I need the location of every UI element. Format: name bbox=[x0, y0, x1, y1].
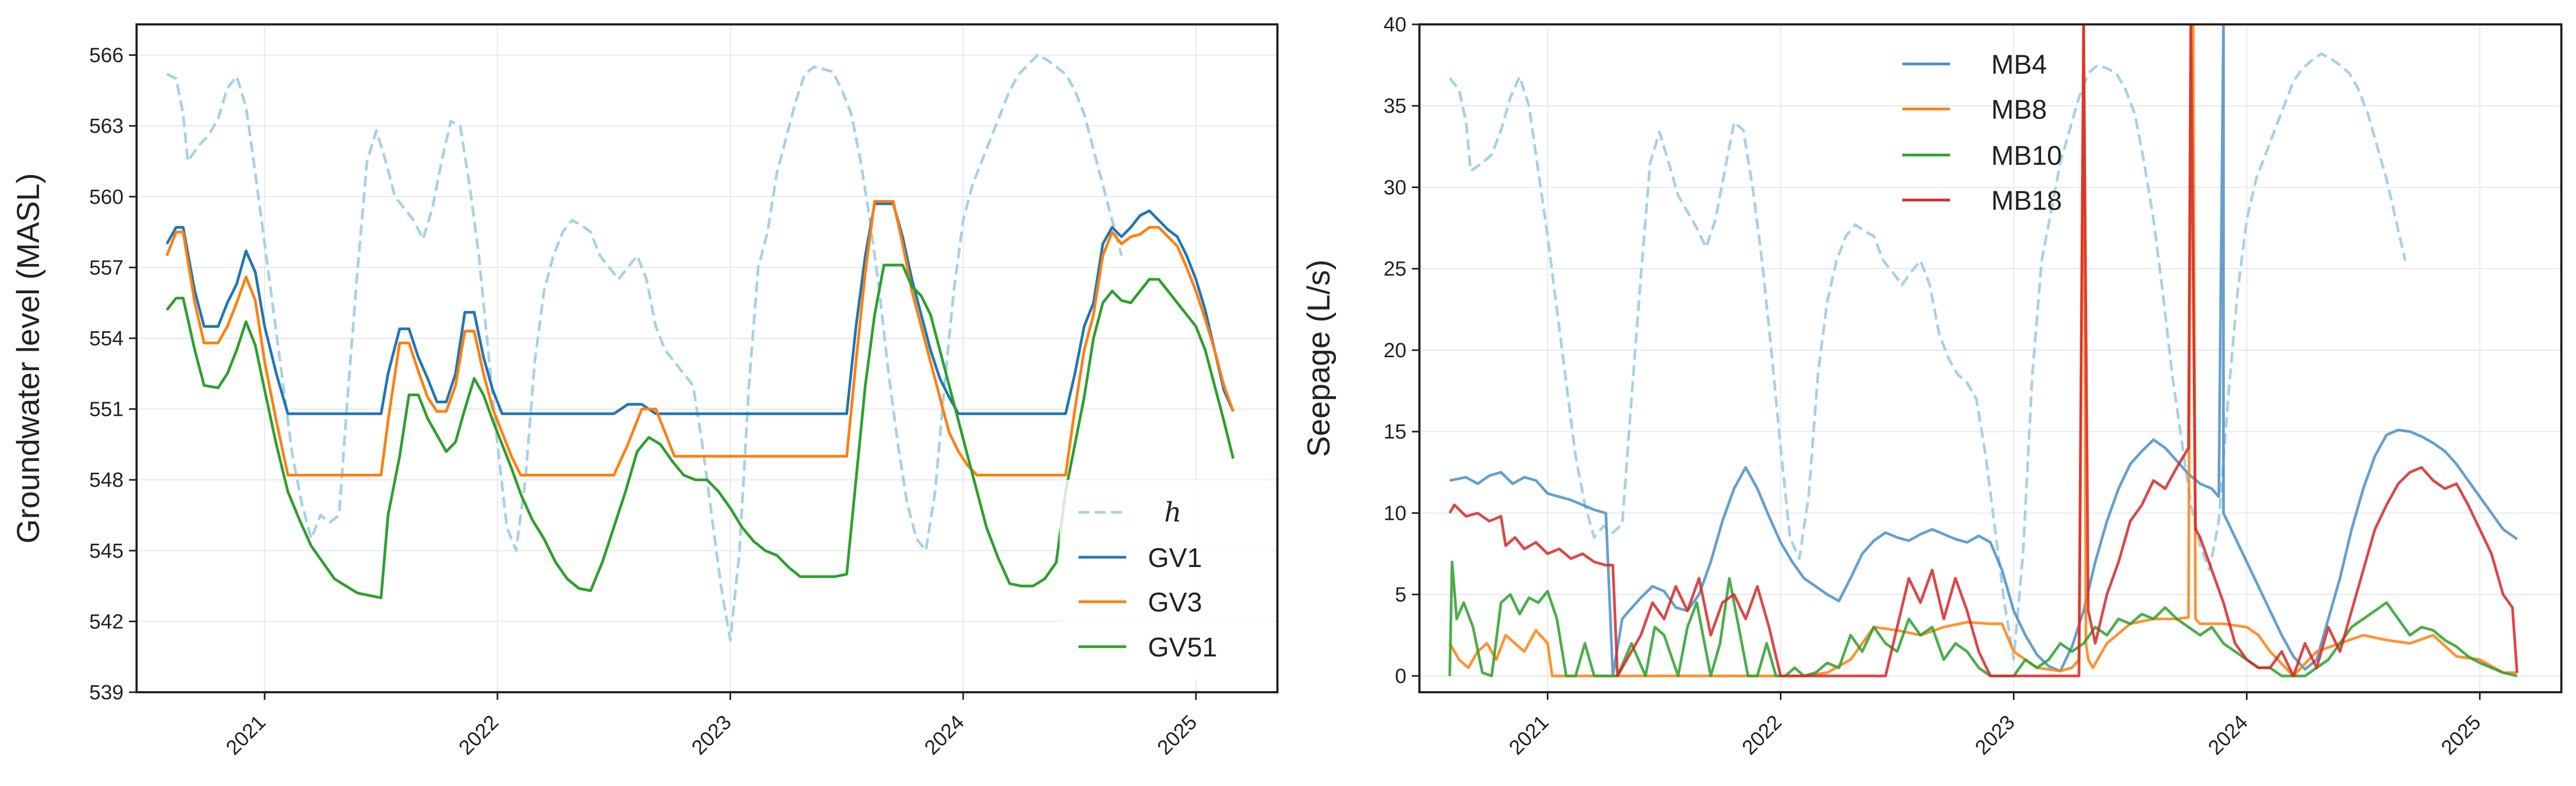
legend-label-mb8: MB8 bbox=[1991, 94, 2047, 125]
legend-label-gv3: GV3 bbox=[1148, 587, 1202, 617]
y-tick-label: 0 bbox=[1395, 665, 1406, 688]
legend-label-gv1: GV1 bbox=[1148, 543, 1202, 573]
y-tick-label: 40 bbox=[1384, 14, 1406, 36]
right-legend: MB4 MB8 MB10 MB18 bbox=[1902, 49, 2062, 216]
y-tick-label: 542 bbox=[89, 610, 124, 633]
legend-label-gv51: GV51 bbox=[1148, 632, 1217, 662]
series-line-h bbox=[166, 54, 1123, 642]
y-tick-label: 25 bbox=[1384, 258, 1406, 281]
legend-label-mb4: MB4 bbox=[1991, 49, 2047, 80]
y-tick-label: 554 bbox=[89, 327, 124, 350]
series-line-gv1 bbox=[165, 202, 1235, 415]
right-plot-frame bbox=[1418, 23, 2562, 693]
left-series-lines bbox=[165, 54, 1235, 642]
legend-label-mb10: MB10 bbox=[1991, 140, 2062, 171]
y-tick-label: 560 bbox=[89, 186, 124, 209]
y-tick-label: 20 bbox=[1384, 339, 1406, 362]
right-y-ticks: 0 5 10 15 20 25 30 35 40 bbox=[1384, 14, 1419, 688]
series-line-mb4 bbox=[1449, 24, 2518, 678]
legend-entry-h: h bbox=[1079, 497, 1182, 528]
y-tick-label: 15 bbox=[1384, 421, 1406, 443]
series-line-mb18 bbox=[1448, 24, 2519, 678]
series-line-mb8 bbox=[1448, 24, 2517, 678]
series-line-gv3 bbox=[165, 200, 1235, 476]
left-legend: h GV1 GV3 GV51 bbox=[1060, 480, 1271, 680]
y-tick-label: 548 bbox=[89, 469, 124, 492]
y-tick-label: 557 bbox=[89, 256, 124, 279]
y-tick-label: 566 bbox=[89, 44, 124, 67]
left-plot-frame bbox=[135, 23, 1279, 693]
legend-entry-gv1: GV1 bbox=[1079, 543, 1202, 573]
legend-entry-mb8: MB8 bbox=[1902, 94, 2047, 125]
left-y-axis-label: Groundwater level (MASL) bbox=[11, 173, 46, 543]
y-tick-label: 10 bbox=[1384, 502, 1406, 525]
left-legend-box bbox=[1060, 480, 1271, 680]
y-tick-label: 563 bbox=[89, 115, 124, 138]
right-y-axis-label: Seepage (L/s) bbox=[1301, 260, 1337, 457]
legend-entry-mb4: MB4 bbox=[1902, 49, 2047, 80]
y-tick-label: 35 bbox=[1384, 95, 1406, 118]
legend-entry-gv3: GV3 bbox=[1079, 587, 1202, 617]
y-tick-label: 545 bbox=[89, 540, 124, 563]
y-tick-label: 551 bbox=[89, 398, 124, 421]
legend-label-mb18: MB18 bbox=[1991, 185, 2062, 216]
legend-entry-mb10: MB10 bbox=[1902, 140, 2062, 171]
left-y-ticks: 539 542 545 548 551 554 557 560 563 566 bbox=[89, 44, 137, 704]
legend-label-h: h bbox=[1164, 497, 1182, 528]
series-line-mb10 bbox=[1448, 560, 2517, 678]
right-series-lines bbox=[1448, 24, 2519, 678]
legend-entry-mb18: MB18 bbox=[1902, 185, 2062, 216]
y-tick-label: 539 bbox=[89, 681, 124, 704]
y-tick-label: 30 bbox=[1384, 176, 1406, 199]
series-line-gv51 bbox=[165, 263, 1235, 600]
y-tick-label: 5 bbox=[1395, 584, 1406, 607]
series-line-h bbox=[1448, 52, 2407, 661]
legend-entry-gv51: GV51 bbox=[1079, 632, 1217, 662]
